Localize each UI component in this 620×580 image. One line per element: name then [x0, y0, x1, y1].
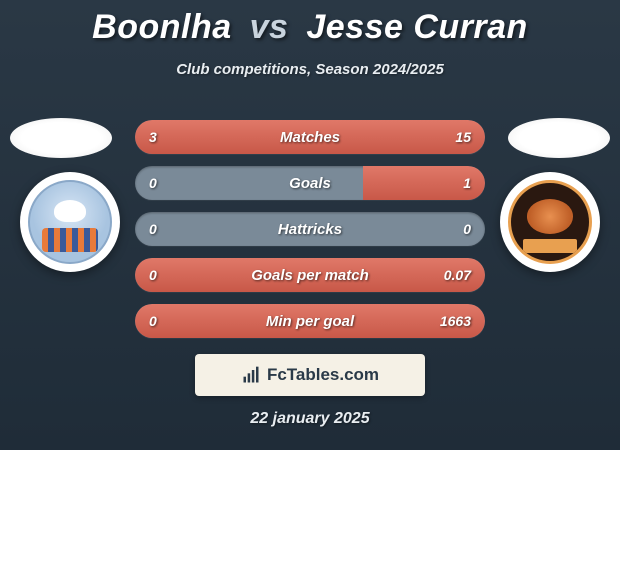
vs-text: vs: [250, 8, 289, 46]
comparison-panel: Boonlha vs Jesse Curran Club competition…: [0, 0, 620, 450]
chart-icon: [241, 365, 261, 385]
club-badge-right-icon: [508, 180, 592, 264]
stat-label: Hattricks: [135, 212, 485, 246]
club-badge-left: [20, 172, 120, 272]
player-1-avatar-placeholder: [10, 118, 112, 158]
player-2-avatar-placeholder: [508, 118, 610, 158]
player-1-name: Boonlha: [92, 8, 231, 46]
stat-value-right: 1: [463, 166, 471, 200]
page-title: Boonlha vs Jesse Curran: [0, 0, 620, 47]
brand-logo: FcTables.com: [241, 365, 379, 385]
stat-label: Goals per match: [135, 258, 485, 292]
stat-label: Matches: [135, 120, 485, 154]
stat-label: Min per goal: [135, 304, 485, 338]
brand-box[interactable]: FcTables.com: [195, 354, 425, 396]
stats-bars: 3Matches150Goals10Hattricks00Goals per m…: [135, 120, 485, 350]
stat-value-right: 15: [455, 120, 471, 154]
stat-value-right: 0.07: [444, 258, 471, 292]
club-badge-right: [500, 172, 600, 272]
subtitle: Club competitions, Season 2024/2025: [0, 61, 620, 78]
stat-row: 0Goals1: [135, 166, 485, 200]
brand-text: FcTables.com: [267, 365, 379, 385]
date-line: 22 january 2025: [0, 410, 620, 428]
club-badge-left-icon: [28, 180, 112, 264]
stat-value-right: 1663: [440, 304, 471, 338]
stat-row: 0Min per goal1663: [135, 304, 485, 338]
stat-value-right: 0: [463, 212, 471, 246]
stat-label: Goals: [135, 166, 485, 200]
player-2-name: Jesse Curran: [306, 8, 527, 46]
stat-row: 0Hattricks0: [135, 212, 485, 246]
stat-row: 3Matches15: [135, 120, 485, 154]
stat-row: 0Goals per match0.07: [135, 258, 485, 292]
